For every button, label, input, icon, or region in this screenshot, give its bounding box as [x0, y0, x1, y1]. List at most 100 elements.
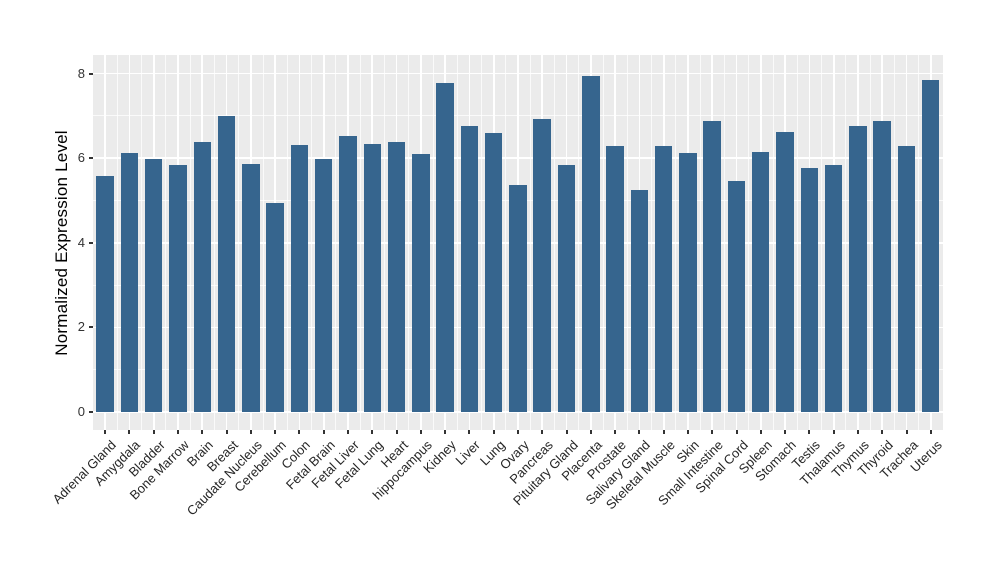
x-tick-mark [201, 430, 204, 434]
bar [484, 133, 503, 412]
x-tick-mark [419, 430, 422, 434]
bar-slot [846, 55, 870, 412]
x-tick-mark [177, 430, 179, 434]
bar [582, 75, 600, 412]
bar [242, 164, 260, 412]
x-tick-mark [735, 430, 738, 434]
vgrid-minor [189, 55, 191, 430]
bar [703, 120, 721, 412]
x-tick-mark [565, 430, 568, 434]
bar-slot [190, 55, 214, 412]
x-tick-mark [322, 430, 325, 434]
bar [363, 143, 381, 412]
bar-slot [627, 55, 651, 412]
x-tick-mark [905, 430, 908, 434]
bar [169, 164, 187, 412]
x-tick-mark [929, 430, 932, 434]
bar [290, 145, 309, 412]
y-tick-mark [89, 326, 93, 329]
bar-slot [433, 55, 457, 412]
vgrid-minor [238, 55, 240, 430]
x-tick-mark [298, 430, 301, 434]
bar [387, 142, 406, 412]
bar-slot [360, 55, 384, 412]
x-tick-mark [249, 430, 252, 434]
x-tick-mark [881, 430, 884, 434]
vgrid-minor [893, 55, 895, 430]
vgrid-minor [869, 55, 871, 430]
bar-slot [384, 55, 408, 412]
bar-layer [93, 55, 943, 430]
x-tick-mark [638, 430, 641, 434]
x-tick-mark [517, 430, 519, 434]
x-tick-mark [347, 430, 349, 434]
vgrid-minor [408, 55, 410, 430]
vgrid-minor [699, 55, 701, 430]
vgrid-minor [505, 55, 507, 430]
bar-slot [457, 55, 481, 412]
bar [217, 116, 236, 412]
x-tick-mark [225, 430, 228, 434]
vgrid-minor [723, 55, 725, 430]
bar [606, 146, 624, 412]
bar [897, 146, 916, 412]
vgrid-minor [213, 55, 215, 430]
vgrid-minor [432, 55, 434, 430]
x-tick-mark [589, 430, 592, 434]
bar [752, 152, 770, 412]
x-tick-mark [662, 430, 665, 434]
x-tick-mark [274, 430, 277, 434]
plot-panel [93, 55, 943, 430]
bar [533, 118, 551, 412]
y-tick-label: 0 [77, 404, 85, 419]
y-tick-mark [89, 72, 93, 75]
bar [193, 141, 211, 412]
bar-slot [93, 55, 117, 412]
vgrid-minor [796, 55, 798, 430]
bar-slot [700, 55, 724, 412]
bar-slot [651, 55, 675, 412]
bar-slot [676, 55, 700, 412]
vgrid-minor [553, 55, 555, 430]
vgrid-minor [529, 55, 531, 430]
x-tick-mark [492, 430, 495, 434]
vgrid-minor [626, 55, 628, 430]
vgrid-minor [456, 55, 458, 430]
x-tick-mark [857, 430, 859, 434]
bar-slot [724, 55, 748, 412]
x-tick-mark [468, 430, 471, 434]
bar-slot [530, 55, 554, 412]
x-tick-mark [541, 430, 544, 434]
bar [412, 153, 430, 412]
bar [824, 165, 843, 412]
bar [873, 121, 891, 412]
x-tick-label: Liver [452, 437, 484, 468]
bar [96, 175, 114, 412]
x-tick-mark [128, 430, 131, 434]
bar-slot [409, 55, 433, 412]
bar-slot [239, 55, 263, 412]
bar-slot [142, 55, 166, 412]
x-tick-mark [808, 430, 811, 434]
vgrid-minor [262, 55, 264, 430]
bar [630, 190, 649, 412]
y-tick-mark [89, 411, 93, 413]
x-tick-mark [687, 430, 689, 434]
bar [921, 79, 940, 412]
bar-slot [506, 55, 530, 412]
vgrid-minor [602, 55, 604, 430]
bar [120, 152, 139, 412]
x-tick-mark [104, 430, 107, 434]
bar [144, 159, 163, 412]
vgrid-minor [116, 55, 118, 430]
vgrid-minor [845, 55, 847, 430]
bar [339, 135, 357, 412]
x-tick-mark [152, 430, 155, 434]
bar-slot [263, 55, 287, 412]
vgrid-minor [772, 55, 774, 430]
vgrid-minor [675, 55, 677, 430]
bar-slot [773, 55, 797, 412]
bar-slot [554, 55, 578, 412]
vgrid-minor [578, 55, 580, 430]
